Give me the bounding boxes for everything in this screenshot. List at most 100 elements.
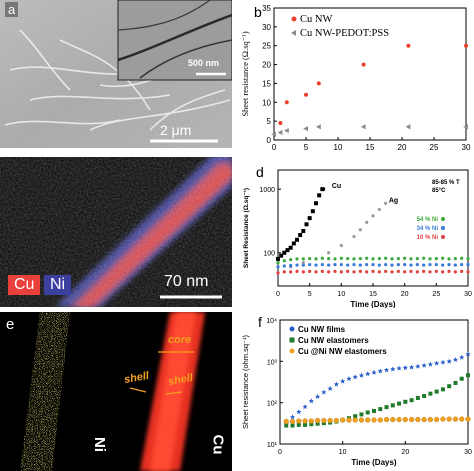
data-point (353, 414, 358, 419)
data-point (466, 270, 470, 274)
x-tick-label: 15 (366, 143, 375, 152)
data-point (384, 201, 388, 205)
y-axis-label: Sheet Resistance (Ω.sq⁻¹) (243, 188, 250, 268)
data-point (352, 417, 358, 423)
x-tick-label: 10 (334, 143, 343, 152)
data-point (301, 257, 305, 261)
data-point (428, 270, 432, 274)
ni-label: Ni (91, 437, 108, 452)
data-point (434, 256, 438, 261)
data-point (339, 263, 343, 267)
x-axis-label: Time (Days) (350, 300, 396, 308)
x-tick-label: 20 (401, 449, 409, 456)
data-point (314, 417, 321, 424)
data-point (452, 416, 459, 422)
x-axis-label: Time (Days) (351, 458, 397, 467)
data-point (277, 129, 283, 136)
data-point (409, 398, 414, 403)
data-point (409, 364, 415, 370)
data-point (405, 124, 411, 130)
data-point (346, 263, 350, 267)
panel-a-label: a (5, 2, 19, 17)
panel-b-label: b (254, 4, 262, 20)
data-point (282, 250, 287, 255)
data-point (333, 257, 337, 261)
data-point (291, 241, 296, 246)
data-point (301, 263, 305, 267)
data-point (346, 376, 352, 382)
data-point (295, 257, 299, 261)
data-point (466, 256, 470, 261)
data-point (320, 263, 324, 267)
data-point (415, 395, 420, 400)
data-point (408, 416, 415, 423)
data-point (396, 365, 402, 371)
data-point (403, 256, 407, 260)
y-tick-label: 1000 (259, 187, 275, 194)
data-point (289, 414, 296, 420)
eds-wire-image (0, 157, 232, 307)
inset-scale-label: 500 nm (188, 58, 220, 68)
data-point (428, 391, 433, 396)
data-point (365, 256, 369, 260)
data-point (396, 416, 402, 423)
legend-cu-box: Cu (8, 275, 41, 295)
data-point (377, 417, 383, 423)
data-point (390, 263, 394, 267)
data-point (365, 410, 370, 415)
panel-e-eds-map: e core shell shell Ni Cu (0, 312, 232, 471)
data-point (459, 376, 464, 381)
data-point (301, 260, 305, 265)
data-point (302, 418, 308, 424)
data-point (298, 233, 303, 238)
core-label: core (168, 334, 192, 346)
data-point (403, 270, 407, 274)
data-point (284, 127, 289, 134)
x-tick-label: 0 (278, 449, 282, 456)
data-point (422, 256, 426, 260)
x-tick-label: 5 (308, 291, 312, 298)
y-tick-label: 25 (262, 42, 271, 51)
data-point (396, 269, 400, 273)
data-point (371, 214, 375, 218)
y-tick-label: 10⁴ (266, 318, 277, 325)
x-tick-label: 20 (401, 291, 409, 298)
y-tick-label: 10² (267, 401, 278, 408)
data-point (371, 263, 375, 267)
data-point (441, 263, 445, 267)
data-point (352, 257, 356, 261)
data-point (289, 258, 293, 262)
data-point (346, 269, 350, 273)
data-point (428, 257, 432, 261)
legend-label: Cu NW-PEDOT:PSS (300, 28, 389, 39)
legend-label: 54 % Ni (417, 217, 439, 223)
plot-frame (279, 319, 469, 445)
data-point (428, 263, 432, 267)
data-point (327, 256, 331, 261)
data-point (371, 369, 377, 375)
annotation-line: 85-85 % T (432, 180, 460, 186)
data-point (365, 263, 369, 267)
legend-marker (441, 217, 445, 221)
data-point (346, 256, 350, 261)
data-point (307, 216, 312, 221)
panel-d: 0 5 10 15 20 25 30 100 1000 Time (Days) Sheet Resi… (236, 160, 474, 308)
annotation-arrows (129, 351, 194, 395)
data-point (314, 263, 318, 267)
sem-inset (117, 0, 232, 81)
data-point (303, 126, 308, 132)
data-point (289, 263, 293, 268)
legend-marker (441, 235, 445, 239)
data-point (409, 257, 413, 261)
data-point (422, 269, 426, 273)
data-point (446, 416, 452, 422)
data-point (402, 365, 408, 371)
data-point (434, 360, 440, 366)
x-tick-label: 30 (464, 449, 472, 456)
data-point (415, 256, 419, 261)
data-point (463, 124, 468, 130)
data-point (396, 256, 400, 261)
data-point (371, 269, 375, 273)
y-axis-label: Sheet resistance (ohm.sq⁻¹) (241, 335, 250, 429)
data-point (434, 389, 439, 394)
